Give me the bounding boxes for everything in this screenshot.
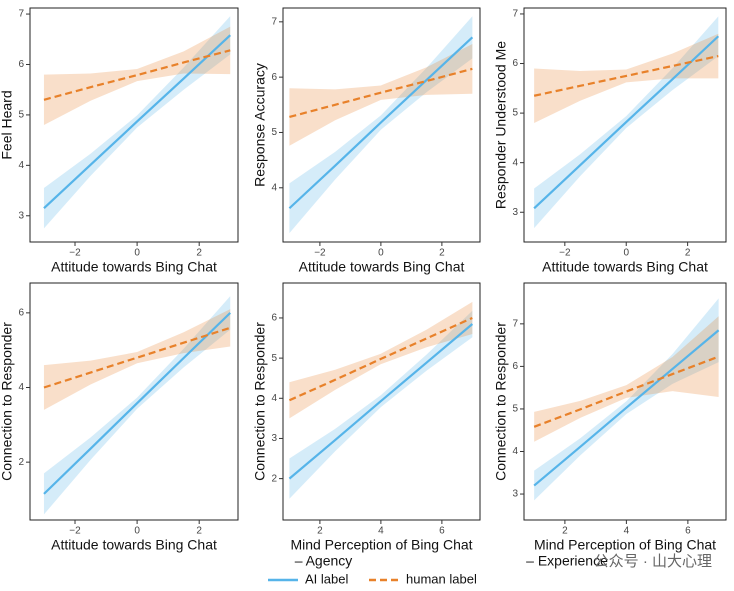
x-tick-label: 6 <box>685 526 691 537</box>
confidence-band <box>534 298 719 501</box>
legend-label: human label <box>406 571 477 586</box>
y-tick-label: 4 <box>271 182 277 193</box>
plot-frame <box>29 7 239 243</box>
trend-line <box>288 316 473 402</box>
x-tick-label: 4 <box>378 526 384 537</box>
plot-frame <box>29 282 239 521</box>
confidence-band <box>534 33 719 124</box>
x-tick-label: 2 <box>196 248 202 259</box>
trend-line <box>43 34 231 210</box>
y-tick-label: 4 <box>18 160 24 171</box>
y-axis-label: Feel Heard <box>0 90 15 159</box>
y-tick-label: 3 <box>512 489 518 500</box>
y-tick-label: 6 <box>18 59 24 70</box>
trend-line <box>288 36 474 210</box>
y-tick-label: 7 <box>512 9 518 20</box>
x-tick-label: −2 <box>559 248 571 259</box>
x-tick-label: 0 <box>134 248 140 259</box>
y-tick-label: 6 <box>512 361 518 372</box>
y-axis-label: Connection to Responder <box>0 322 15 481</box>
y-tick-label: 6 <box>271 72 277 83</box>
confidence-band <box>289 43 473 146</box>
y-tick-label: 4 <box>271 393 277 404</box>
x-axis-label: Attitude towards Bing Chat <box>542 259 708 275</box>
y-axis-label: Connection to Responder <box>493 322 509 481</box>
y-tick-label: 5 <box>271 127 277 138</box>
y-tick-label: 4 <box>18 382 24 393</box>
trend-line <box>533 35 720 210</box>
trend-line <box>533 55 719 97</box>
plot-frame <box>523 7 727 243</box>
x-tick-label: −2 <box>69 248 81 259</box>
y-tick-label: 4 <box>512 157 518 168</box>
trend-line <box>288 323 474 480</box>
confidence-band <box>289 310 473 499</box>
confidence-band <box>289 16 473 234</box>
panel: 4 5 6 7 −2 0 2 Response Accuracy Attitude toward… <box>252 7 481 275</box>
plot-frame <box>282 282 481 521</box>
x-tick-label: 2 <box>439 248 445 259</box>
x-tick-label: −2 <box>314 248 326 259</box>
y-tick-label: 3 <box>271 433 277 444</box>
y-tick-label: 6 <box>512 58 518 69</box>
x-axis-label: – Agency <box>295 553 353 569</box>
y-axis-label: Connection to Responder <box>252 322 268 481</box>
y-tick-label: 5 <box>512 404 518 415</box>
y-axis-label: Response Accuracy <box>252 63 268 187</box>
watermark: 公众号 · 山大心理 <box>594 553 712 570</box>
y-tick-label: 3 <box>18 210 24 221</box>
y-tick-label: 6 <box>18 307 24 318</box>
x-axis-label: Mind Perception of Bing Chat <box>290 537 472 553</box>
y-tick-label: 2 <box>18 457 24 468</box>
trend-line <box>43 312 232 495</box>
x-axis-label: Attitude towards Bing Chat <box>51 537 217 553</box>
y-tick-label: 4 <box>512 446 518 457</box>
plot-frame <box>523 282 727 521</box>
x-tick-label: 0 <box>378 248 384 259</box>
x-tick-label: 0 <box>134 526 140 537</box>
trend-line <box>533 329 720 487</box>
x-tick-label: −2 <box>69 526 81 537</box>
legend-label: AI label <box>305 571 348 586</box>
x-tick-label: 2 <box>196 526 202 537</box>
y-tick-label: 5 <box>512 108 518 119</box>
y-tick-label: 7 <box>512 318 518 329</box>
x-axis-label: Attitude towards Bing Chat <box>299 259 465 275</box>
x-tick-label: 2 <box>685 248 691 259</box>
x-axis-label: – Experience <box>526 553 608 569</box>
x-axis-label: Attitude towards Bing Chat <box>51 259 217 275</box>
y-tick-label: 2 <box>271 473 277 484</box>
y-tick-label: 5 <box>271 353 277 364</box>
plot-frame <box>282 7 481 243</box>
confidence-band <box>43 26 231 125</box>
trend-line <box>289 67 473 119</box>
x-tick-label: 2 <box>317 526 323 537</box>
x-tick-label: 6 <box>439 526 445 537</box>
x-tick-label: 4 <box>624 526 630 537</box>
y-axis-label: Responder Understood Me <box>493 41 509 209</box>
y-tick-label: 6 <box>271 313 277 324</box>
x-axis-label: Mind Perception of Bing Chat <box>534 537 716 553</box>
x-tick-label: 2 <box>562 526 568 537</box>
y-tick-label: 7 <box>271 16 277 27</box>
y-tick-label: 5 <box>18 110 24 121</box>
y-tick-label: 3 <box>512 207 518 218</box>
trend-line <box>43 49 231 101</box>
confidence-band <box>43 296 231 515</box>
panel: 3 4 5 6 7 −2 0 2 Feel Heard Attitude towards Bing… <box>0 7 239 275</box>
confidence-band <box>43 309 231 410</box>
y-tick-label: 7 <box>18 9 24 20</box>
x-tick-label: 0 <box>623 248 629 259</box>
panel: 3 4 5 6 7 −2 0 2 Responder Understood Me Attitude… <box>493 7 727 275</box>
